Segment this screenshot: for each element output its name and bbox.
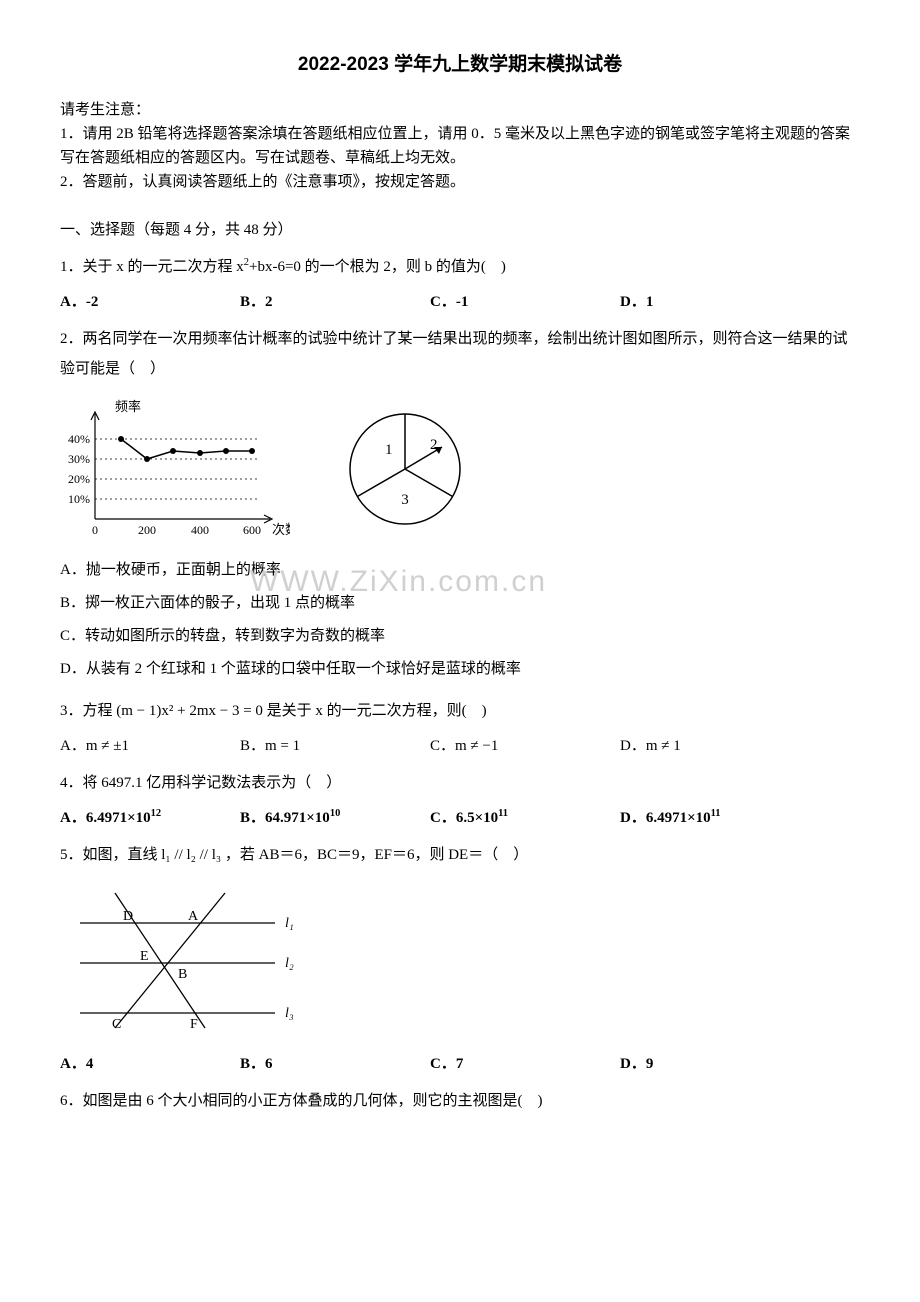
q4-option-a: A．6.4971×1012 (60, 806, 240, 830)
question-3: 3．方程 (m − 1)x² + 2mx − 3 = 0 是关于 x 的一元二次… (60, 696, 860, 726)
svg-text:C: C (112, 1017, 121, 1032)
question-1: 1．关于 x 的一元二次方程 x2+bx-6=0 的一个根为 2，则 b 的值为… (60, 252, 860, 282)
q2-option-c: C．转动如图所示的转盘，转到数字为奇数的概率 (60, 620, 860, 653)
q2-frequency-chart: 10% 20% 30% 40% 0 200 400 600 频率 次数 (60, 394, 290, 544)
question-4: 4．将 6497.1 亿用科学记数法表示为（ ） (60, 768, 860, 798)
q3-option-c: C．m ≠ −1 (430, 734, 620, 758)
q1-option-d: D．1 (620, 290, 810, 314)
svg-text:频率: 频率 (115, 399, 141, 414)
section1-heading: 一、选择题（每题 4 分，共 48 分） (60, 218, 860, 242)
svg-text:30%: 30% (68, 452, 90, 466)
q1-option-a: A．-2 (60, 290, 240, 314)
q3-option-b: B．m = 1 (240, 734, 430, 758)
q5-option-b: B．6 (240, 1052, 430, 1076)
svg-text:E: E (140, 949, 149, 964)
q1-text-post: +bx-6=0 的一个根为 2，则 b 的值为( ) (249, 259, 506, 275)
q4-option-c: C．6.5×1011 (430, 806, 620, 830)
q3-option-a: A．m ≠ ±1 (60, 734, 240, 758)
q1-text-pre: 1．关于 x 的一元二次方程 x (60, 259, 244, 275)
svg-text:A: A (188, 909, 199, 924)
q2-figures: 10% 20% 30% 40% 0 200 400 600 频率 次数 (60, 394, 860, 544)
svg-text:400: 400 (191, 523, 209, 537)
svg-text:次数: 次数 (272, 522, 290, 537)
q2-option-b: B．掷一枚正六面体的骰子，出现 1 点的概率 (60, 587, 860, 620)
q5-option-a: A．4 (60, 1052, 240, 1076)
svg-text:l₁: l₁ (285, 916, 294, 931)
q1-option-c: C．-1 (430, 290, 620, 314)
svg-text:B: B (178, 967, 187, 982)
svg-text:600: 600 (243, 523, 261, 537)
q2-option-a: A．抛一枚硬币，正面朝上的概率 (60, 554, 860, 587)
q3-option-d: D．m ≠ 1 (620, 734, 810, 758)
svg-text:F: F (190, 1017, 198, 1032)
svg-text:0: 0 (92, 523, 98, 537)
q2-spinner-figure: 1 2 3 (330, 394, 480, 544)
svg-text:2: 2 (430, 437, 438, 453)
q3-options: A．m ≠ ±1 B．m = 1 C．m ≠ −1 D．m ≠ 1 (60, 734, 860, 758)
q1-options: A．-2 B．2 C．-1 D．1 (60, 290, 860, 314)
q1-option-b: B．2 (240, 290, 430, 314)
question-2: 2．两名同学在一次用频率估计概率的试验中统计了某一结果出现的频率，绘制出统计图如… (60, 324, 860, 384)
question-6: 6．如图是由 6 个大小相同的小正方体叠成的几何体，则它的主视图是( ) (60, 1086, 860, 1116)
q2-option-d: D．从装有 2 个红球和 1 个蓝球的口袋中任取一个球恰好是蓝球的概率 (60, 653, 860, 686)
svg-text:40%: 40% (68, 432, 90, 446)
svg-text:200: 200 (138, 523, 156, 537)
svg-text:3: 3 (401, 492, 409, 508)
svg-text:20%: 20% (68, 472, 90, 486)
q4-option-d: D．6.4971×1011 (620, 806, 810, 830)
q5-options: A．4 B．6 C．7 D．9 (60, 1052, 860, 1076)
svg-text:1: 1 (385, 442, 393, 458)
svg-text:D: D (123, 909, 133, 924)
instructions-block: 请考生注意： 1．请用 2B 铅笔将选择题答案涂填在答题纸相应位置上，请用 0．… (60, 98, 860, 194)
exam-title: 2022-2023 学年九上数学期末模拟试卷 (60, 50, 860, 80)
q4-options: A．6.4971×1012 B．64.971×1010 C．6.5×1011 D… (60, 806, 860, 830)
instructions-line2: 2．答题前，认真阅读答题纸上的《注意事项》，按规定答题。 (60, 170, 860, 194)
svg-text:10%: 10% (68, 492, 90, 506)
svg-text:l₃: l₃ (285, 1006, 294, 1021)
instructions-line1: 1．请用 2B 铅笔将选择题答案涂填在答题纸相应位置上，请用 0．5 毫米及以上… (60, 122, 860, 170)
q5-option-d: D．9 (620, 1052, 810, 1076)
svg-text:l₂: l₂ (285, 956, 294, 971)
q5-option-c: C．7 (430, 1052, 620, 1076)
question-5: 5．如图，直线 l₁ // l₂ // l₃ ，若 AB＝6，BC＝9，EF＝6… (60, 840, 860, 870)
q4-option-b: B．64.971×1010 (240, 806, 430, 830)
q5-parallel-lines-figure: l₁ l₂ l₃ D A E B C F (60, 878, 320, 1038)
instructions-lead: 请考生注意： (60, 98, 860, 122)
